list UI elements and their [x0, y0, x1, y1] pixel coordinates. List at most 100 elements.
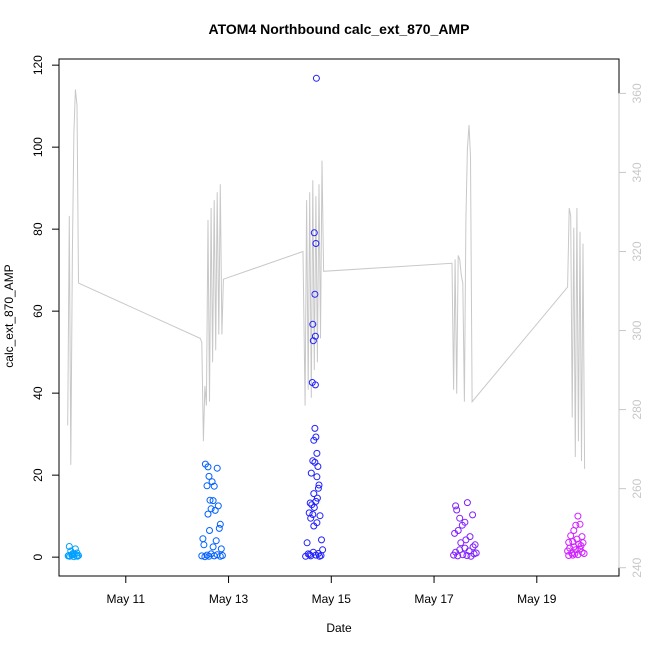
data-point-s4-p22	[565, 552, 573, 559]
data-point-s3-p6	[458, 521, 466, 529]
data-point-s4-p23	[569, 551, 577, 559]
right-y-axis: 240 260 280 300 320 340 360	[618, 83, 644, 578]
data-point-s2-p13	[309, 457, 317, 465]
x-axis-label: Date	[326, 621, 352, 635]
data-point-s2-p8	[311, 381, 319, 389]
y-tick-label-1: 20	[31, 468, 45, 482]
data-point-s2-p0	[312, 74, 320, 82]
data-point-s1-p3	[205, 472, 213, 480]
data-point-s3-p9	[466, 533, 474, 541]
right-y-tick-label-2: 280	[630, 399, 644, 419]
series-line-secondary_line	[67, 89, 586, 469]
data-point-s1-p6	[210, 482, 218, 490]
y-tick-label-5: 100	[31, 137, 45, 157]
x-tick-label-2: May 15	[312, 592, 352, 606]
data-point-s3-p2	[463, 499, 471, 507]
data-point-s1-p7	[206, 496, 214, 504]
data-point-s1-p12	[204, 510, 212, 518]
data-point-s3-p10	[462, 536, 470, 544]
data-point-s4-p4	[567, 532, 575, 540]
x-tick-label-0: May 11	[107, 592, 146, 606]
right-y-tick-label-5: 340	[630, 162, 644, 182]
right-y-tick-label-4: 320	[630, 241, 644, 261]
data-point-s2-p42	[306, 551, 314, 559]
data-point-s4-p8	[569, 538, 577, 546]
data-point-s2-p2	[312, 240, 320, 247]
data-point-s2-p43	[316, 552, 323, 560]
data-point-s1-p22	[201, 553, 209, 561]
data-point-s2-p6	[309, 337, 317, 345]
data-point-s1-p14	[215, 524, 223, 532]
x-axis: May 11 May 13 May 15 May 17 May 19	[107, 575, 557, 606]
data-point-s2-p27	[309, 511, 317, 518]
data-point-s3-p0	[452, 502, 460, 510]
data-point-s2-p11	[310, 436, 318, 444]
data-point-s2-p9	[311, 424, 319, 432]
data-point-s2-p19	[314, 484, 322, 492]
data-point-s4-p0	[574, 512, 582, 520]
data-point-s1-p2	[213, 464, 221, 472]
data-point-s1-p17	[212, 537, 220, 545]
data-point-s2-p3	[311, 290, 319, 298]
data-point-s1-p21	[198, 552, 206, 560]
data-point-s2-p5	[311, 332, 319, 340]
data-point-s1-p20	[217, 545, 225, 553]
data-point-s2-p32	[318, 536, 325, 544]
data-point-s2-p29	[307, 514, 315, 522]
y-axis: 0 20 40 60 80 100 120	[31, 55, 60, 560]
data-point-s2-p33	[303, 539, 311, 547]
x-tick-label-3: May 17	[414, 592, 454, 606]
data-point-s3-p3	[469, 511, 477, 519]
data-point-s3-p1	[453, 506, 461, 514]
data-point-s4-p3	[570, 527, 578, 534]
data-point-s4-p7	[565, 538, 573, 546]
data-point-s1-p16	[206, 527, 213, 534]
data-point-s3-p17	[459, 551, 467, 559]
y-axis-label: calc_ext_870_AMP	[2, 264, 16, 367]
data-point-s4-p21	[580, 550, 588, 557]
data-point-s1-p4	[208, 478, 216, 486]
data-point-s1-p5	[203, 482, 211, 490]
data-point-s1-p8	[209, 497, 217, 505]
data-point-s1-p13	[216, 520, 224, 528]
data-point-s3-p15	[454, 552, 462, 560]
plot-frame	[58, 58, 620, 577]
data-point-s3-p4	[456, 514, 464, 522]
data-point-s2-p20	[310, 490, 318, 498]
data-point-s3-p22	[469, 543, 477, 551]
y-tick-label-6: 120	[31, 55, 45, 75]
data-point-s2-p18	[315, 481, 323, 489]
data-point-s2-p21	[313, 494, 321, 502]
data-point-s0-p13	[65, 552, 73, 559]
y-tick-label-4: 80	[31, 222, 45, 236]
x-tick-label-4: May 19	[517, 592, 557, 606]
data-point-s2-p16	[307, 469, 315, 477]
data-point-s2-p1	[310, 229, 318, 237]
right-y-tick-label-6: 360	[630, 83, 644, 103]
data-point-s0-p1	[65, 543, 73, 550]
data-point-s4-p11	[579, 539, 587, 547]
data-point-s3-p19	[463, 552, 471, 559]
data-point-s3-p8	[451, 529, 459, 537]
data-point-s1-p1	[204, 463, 212, 471]
data-point-s1-p10	[207, 505, 215, 513]
data-point-s1-p29	[218, 552, 226, 559]
data-point-s2-p25	[310, 504, 318, 511]
data-point-s1-p19	[209, 543, 217, 551]
data-point-s2-p17	[313, 473, 321, 481]
data-point-s3-p12	[471, 541, 479, 549]
data-point-s3-p18	[461, 544, 469, 552]
x-tick-label-1: May 13	[209, 592, 249, 606]
data-point-s1-p11	[211, 506, 219, 514]
data-point-s2-p31	[310, 522, 318, 530]
y-tick-label-3: 60	[31, 304, 45, 318]
chart-title: ATOM4 Northbound calc_ext_870_AMP	[209, 21, 470, 37]
data-point-s4-p2	[576, 520, 584, 528]
data-point-s2-p41	[319, 546, 327, 554]
data-point-s3-p24	[472, 549, 480, 557]
y-tick-label-2: 40	[31, 386, 45, 400]
data-point-s1-p15	[199, 535, 207, 543]
right-y-tick-label-1: 260	[630, 478, 644, 498]
data-point-s2-p28	[316, 512, 324, 520]
